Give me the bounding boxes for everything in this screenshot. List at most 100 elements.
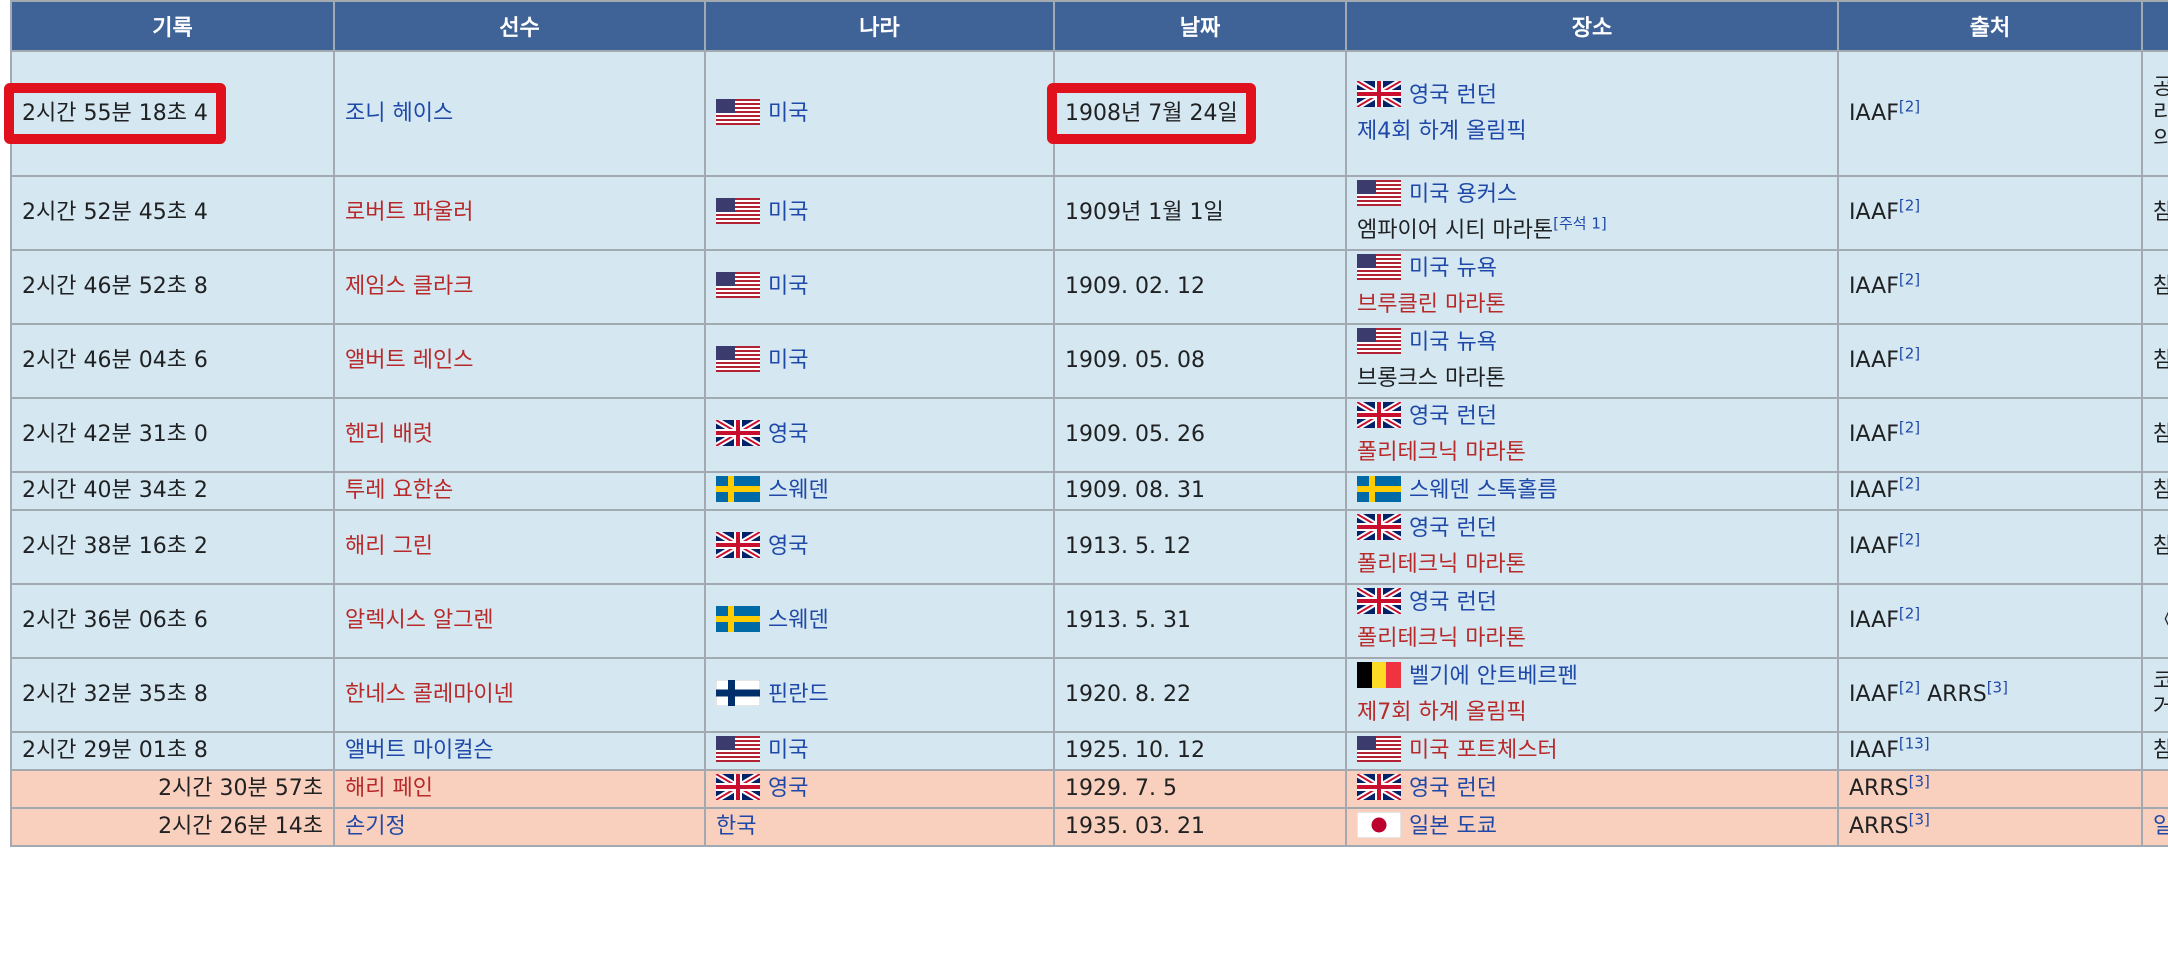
header-record[interactable]: 기록 — [10, 0, 335, 52]
source-text: ARRS — [1849, 814, 1909, 839]
event-line: 제4회 하계 올림픽 — [1357, 114, 1827, 150]
reference-link[interactable]: [3] — [1908, 772, 1930, 791]
athlete-link[interactable]: 로버트 파울러 — [345, 200, 474, 225]
country-link[interactable]: 미국 — [768, 738, 809, 763]
event-link[interactable]: 제7회 하계 올림픽 — [1357, 700, 1527, 725]
reference-link[interactable]: [3] — [1908, 810, 1930, 829]
cell-remark: 《미 — [2141, 583, 2168, 659]
country-link[interactable]: 미국 — [768, 348, 809, 373]
athlete-link[interactable]: 조니 헤이스 — [345, 100, 454, 126]
header-athlete[interactable]: 선수 — [333, 0, 706, 52]
country-link[interactable]: 영국 — [768, 422, 809, 447]
country-link[interactable]: 영국 — [768, 534, 809, 559]
athlete-link[interactable]: 제임스 클라크 — [345, 274, 474, 299]
event-link[interactable]: 제4회 하계 올림픽 — [1357, 118, 1527, 144]
cell-athlete: 투레 요한손 — [333, 471, 706, 511]
source-text: IAAF — [1849, 348, 1899, 373]
date-text: 1925. 10. 12 — [1065, 738, 1205, 763]
country-link[interactable]: 미국 — [768, 100, 809, 126]
cell-country: 미국 — [704, 175, 1055, 251]
reference-link[interactable]: [2] — [1898, 344, 1921, 363]
venue-link[interactable]: 미국 용커스 — [1409, 182, 1518, 207]
cell-date: 1909. 05. 08 — [1053, 323, 1347, 399]
country-link[interactable]: 미국 — [768, 274, 809, 299]
reference-link[interactable]: [2] — [1898, 530, 1921, 549]
event-link[interactable]: 폴리테크닉 마라톤 — [1357, 552, 1526, 577]
venue-link[interactable]: 스웨덴 스톡홀름 — [1409, 478, 1558, 503]
source-text: IAAF — [1849, 200, 1899, 225]
venue-link[interactable]: 영국 런던 — [1409, 590, 1497, 615]
country-link[interactable]: 스웨덴 — [768, 478, 829, 503]
athlete-link[interactable]: 알렉시스 알그렌 — [345, 608, 494, 633]
cell-source: ARRS[3] — [1837, 807, 2143, 847]
reference-link[interactable]: [3] — [1986, 678, 2008, 697]
source-text: IAAF — [1849, 682, 1899, 707]
venue-link[interactable]: 영국 런던 — [1409, 516, 1497, 541]
reference-link[interactable]: [2] — [1898, 418, 1921, 437]
venue-link[interactable]: 일본 도쿄 — [1409, 814, 1497, 839]
footnote-link[interactable]: [주석 1] — [1553, 214, 1607, 233]
venue-line: 영국 런던 — [1357, 512, 1827, 547]
venue-link[interactable]: 벨기에 안트베르펜 — [1409, 664, 1578, 689]
cell-remark: 참 — [2141, 731, 2168, 771]
header-date[interactable]: 날짜 — [1053, 0, 1347, 52]
reference-link[interactable]: [2] — [1898, 678, 1921, 697]
country-link[interactable]: 한국 — [716, 814, 757, 839]
reference-link[interactable]: [2] — [1898, 97, 1921, 116]
date-text: 1913. 5. 12 — [1065, 534, 1191, 559]
venue-link[interactable]: 미국 뉴욕 — [1409, 330, 1497, 355]
reference-link[interactable]: [13] — [1898, 734, 1930, 753]
country-link[interactable]: 스웨덴 — [768, 608, 829, 633]
event-link[interactable]: 폴리테크닉 마라톤 — [1357, 626, 1526, 651]
event-link[interactable]: 폴리테크닉 마라톤 — [1357, 440, 1526, 465]
header-venue[interactable]: 장소 — [1345, 0, 1839, 52]
cell-record: 2시간 55분 18초 4 — [10, 50, 335, 177]
us-flag-icon — [1357, 254, 1401, 280]
athlete-link[interactable]: 헨리 배럿 — [345, 422, 433, 447]
cell-venue: 일본 도쿄 — [1345, 807, 1839, 847]
athlete-link[interactable]: 손기정 — [345, 814, 406, 839]
cell-athlete: 해리 페인 — [333, 769, 706, 809]
country-link[interactable]: 영국 — [768, 776, 809, 801]
country-link[interactable]: 핀란드 — [768, 682, 829, 707]
header-source[interactable]: 출처 — [1837, 0, 2143, 52]
venue-link[interactable]: 영국 런던 — [1409, 404, 1497, 429]
venue-link[interactable]: 미국 포트체스터 — [1409, 738, 1558, 763]
athlete-link[interactable]: 앨버트 마이컬슨 — [345, 738, 494, 763]
cell-source: IAAF[2] — [1837, 397, 2143, 473]
cell-record: 2시간 26분 14초 — [10, 807, 335, 847]
cell-remark: 코거 — [2141, 657, 2168, 733]
header-country[interactable]: 나라 — [704, 0, 1055, 52]
japan-flag-icon — [1357, 812, 1401, 838]
athlete-link[interactable]: 투레 요한손 — [345, 478, 454, 503]
event-link[interactable]: 브루클린 마라톤 — [1357, 292, 1506, 317]
reference-link[interactable]: [2] — [1898, 270, 1921, 289]
reference-link[interactable]: [2] — [1898, 474, 1921, 493]
athlete-link[interactable]: 앨버트 레인스 — [345, 348, 474, 373]
cell-country: 미국 — [704, 323, 1055, 399]
cell-country: 스웨덴 — [704, 583, 1055, 659]
reference-link[interactable]: [2] — [1898, 196, 1921, 215]
us-flag-icon — [716, 198, 760, 224]
reference-link[interactable]: [2] — [1898, 604, 1921, 623]
athlete-link[interactable]: 해리 그린 — [345, 534, 433, 559]
remark-text: 거 — [2153, 695, 2168, 721]
event-line: 브루클린 마라톤 — [1357, 287, 1827, 322]
cell-athlete: 해리 그린 — [333, 509, 706, 585]
cell-athlete: 손기정 — [333, 807, 706, 847]
cell-country: 영국 — [704, 509, 1055, 585]
athlete-link[interactable]: 해리 페인 — [345, 776, 433, 801]
venue-link[interactable]: 미국 뉴욕 — [1409, 256, 1497, 281]
athlete-link[interactable]: 한네스 콜레마이넨 — [345, 682, 514, 707]
venue-link[interactable]: 영국 런던 — [1409, 776, 1497, 801]
record-text: 2시간 30분 57초 — [158, 776, 323, 801]
cell-source: IAAF[2] ARRS[3] — [1837, 657, 2143, 733]
country-link[interactable]: 미국 — [768, 200, 809, 225]
venue-link[interactable]: 영국 런던 — [1409, 82, 1497, 108]
cell-date: 1929. 7. 5 — [1053, 769, 1347, 809]
source-text: IAAF — [1849, 478, 1899, 503]
cell-source: IAAF[2] — [1837, 323, 2143, 399]
